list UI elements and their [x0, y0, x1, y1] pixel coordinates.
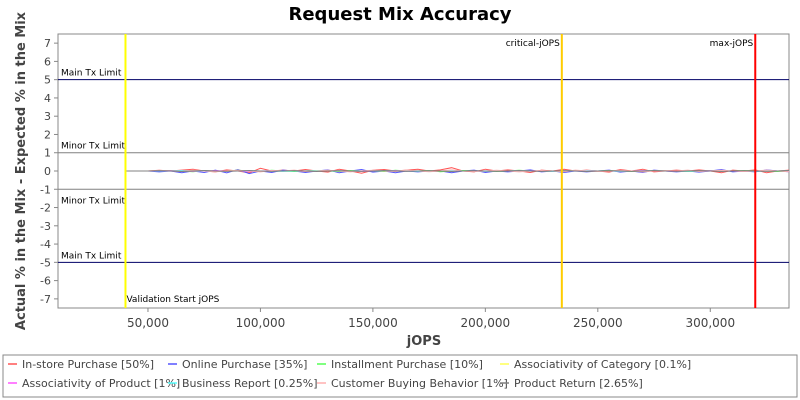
y-tick-label: 0 [44, 165, 51, 178]
legend-label: Online Purchase [35%] [182, 358, 307, 371]
y-tick-label: 4 [44, 92, 51, 105]
x-tick-label: 250,000 [573, 316, 623, 330]
y-axis-title: Actual % in the Mix - Expected % in the … [14, 11, 29, 330]
x-axis-ticks: 50,000 100,000 150,000 200,000 250,000 300,00… [127, 308, 735, 330]
y-tick-label: -7 [40, 293, 51, 306]
legend-label: In-store Purchase [50%] [22, 358, 154, 371]
y-tick-label: 1 [44, 147, 51, 160]
legend-label: Associativity of Product [1%] [22, 377, 180, 390]
legend-label: Associativity of Category [0.1%] [514, 358, 691, 371]
series-lines [125, 167, 790, 175]
y-tick-label: -1 [40, 183, 51, 196]
y-tick-label: -2 [40, 202, 51, 215]
x-tick-label: 300,000 [685, 316, 735, 330]
limit-line-label: Minor Tx Limit [61, 196, 126, 206]
y-tick-label: 3 [44, 110, 51, 123]
marker-line-label: critical-jOPS [506, 39, 560, 49]
y-tick-label: -5 [40, 256, 51, 269]
vertical-marker-lines: Validation Start jOPS critical-jOPS max-jO… [124, 34, 757, 308]
y-tick-label: 6 [44, 55, 51, 68]
y-tick-label: -6 [40, 275, 51, 288]
x-tick-label: 200,000 [461, 316, 511, 330]
limit-line-label: Main Tx Limit [61, 69, 122, 79]
legend-label: Product Return [2.65%] [514, 377, 643, 390]
x-tick-label: 50,000 [127, 316, 169, 330]
legend-label: Installment Purchase [10%] [331, 358, 483, 371]
marker-line-label: max-jOPS [710, 39, 754, 49]
marker-line-label: Validation Start jOPS [126, 295, 219, 305]
y-tick-label: -3 [40, 220, 51, 233]
limit-line-label: Minor Tx Limit [61, 142, 126, 152]
limit-line-label: Main Tx Limit [61, 251, 122, 261]
series-line-7 [125, 169, 790, 173]
y-tick-label: 7 [44, 37, 51, 50]
y-tick-label: -4 [40, 238, 51, 251]
x-tick-label: 100,000 [236, 316, 286, 330]
legend-label: Customer Buying Behavior [1%] [331, 377, 508, 390]
y-tick-label: 5 [44, 74, 51, 87]
legend-label: Business Report [0.25%] [182, 377, 318, 390]
y-tick-label: 2 [44, 128, 51, 141]
y-axis-ticks: 7 6 5 4 3 2 1 0 -1 -2 -3 -4 -5 -6 -7 [40, 37, 58, 306]
legend-items: In-store Purchase [50%] Online Purchase [… [8, 358, 691, 390]
horizontal-limit-lines: Main Tx Limit Minor Tx Limit Minor Tx Limi… [58, 69, 789, 263]
chart-title: Request Mix Accuracy [288, 4, 511, 25]
x-tick-label: 150,000 [348, 316, 398, 330]
legend [2, 354, 798, 398]
x-axis-title: jOPS [406, 334, 441, 349]
